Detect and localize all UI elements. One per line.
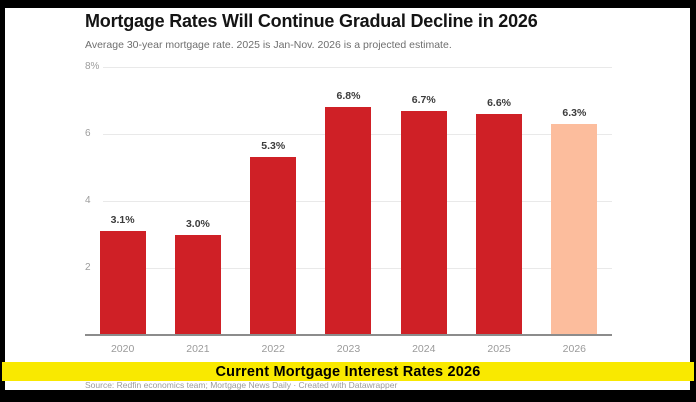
plot-area: 8% 6 4 2 3.1% 2020 3.0% 2021 5.3% 2022 6.8% 2023 6.… [85,62,612,355]
value-label-2021: 3.0% [185,217,210,230]
bar-2020 [99,231,146,335]
banner-text: Current Mortgage Interest Rates 2026 [215,363,481,380]
bar-2022 [250,157,297,335]
x-axis-label-2025: 2025 [487,343,511,355]
x-axis-label-2023: 2023 [336,343,361,355]
y-axis-tick-label: 6 [85,128,91,139]
value-label-2026: 6.3% [562,106,587,119]
x-axis-label-2022: 2022 [261,343,285,355]
value-label-2023: 6.8% [336,90,361,103]
value-label-2025: 6.6% [487,96,512,109]
chart-canvas: Mortgage Rates Will Continue Gradual Dec… [5,8,690,390]
x-axis-label-2020: 2020 [110,343,135,355]
bar-slot-2023: 6.8% 2023 [311,67,386,355]
source-attribution: Source: Redfin economics team; Mortgage … [85,380,398,390]
y-axis-tick-label: 4 [85,195,91,206]
value-label-2020: 3.1% [110,214,135,227]
bar-2024 [400,110,447,335]
bar-slot-2022: 5.3% 2022 [236,67,311,355]
chart-title: Mortgage Rates Will Continue Gradual Dec… [85,11,538,31]
bar-slot-2020: 3.1% 2020 [85,67,160,355]
bar-2023 [325,107,372,335]
value-label-2024: 6.7% [411,93,436,106]
chart-subtitle: Average 30-year mortgage rate. 2025 is J… [85,39,452,51]
bar-2021 [174,234,221,335]
x-axis-label-2024: 2024 [412,343,436,355]
value-label-2022: 5.3% [261,140,286,153]
x-axis-baseline [85,334,612,336]
gridline-8 [103,67,612,68]
bar-2025 [476,113,523,335]
bar-slot-2024: 6.7% 2024 [386,67,461,355]
bar-slot-2021: 3.0% 2021 [160,67,235,355]
y-axis-tick-label: 2 [85,262,91,273]
bar-slot-2026: 6.3% 2026 [537,67,612,355]
y-axis-tick-label: 8% [85,61,100,72]
bar-2026 [551,123,598,335]
bars-container: 3.1% 2020 3.0% 2021 5.3% 2022 6.8% 2023 6.7% 2024… [85,67,612,355]
bar-slot-2025: 6.6% 2025 [461,67,536,355]
headline-banner: Current Mortgage Interest Rates 2026 [2,362,694,381]
x-axis-label-2021: 2021 [186,343,210,355]
x-axis-label-2026: 2026 [562,343,587,355]
